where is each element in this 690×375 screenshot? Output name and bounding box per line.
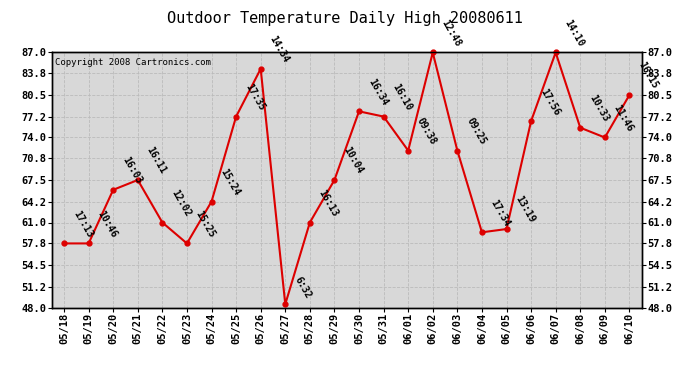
Text: 15:24: 15:24 — [219, 167, 241, 197]
Text: 09:38: 09:38 — [415, 116, 438, 146]
Text: 10:33: 10:33 — [587, 93, 611, 123]
Text: 16:03: 16:03 — [120, 155, 144, 186]
Text: 16:11: 16:11 — [145, 146, 168, 176]
Text: 13:19: 13:19 — [513, 194, 537, 225]
Text: 6:32: 6:32 — [293, 275, 313, 300]
Text: 16:15: 16:15 — [636, 60, 660, 91]
Text: 17:13: 17:13 — [71, 209, 95, 239]
Text: 14:10: 14:10 — [562, 18, 586, 48]
Text: 10:46: 10:46 — [96, 209, 119, 239]
Text: 12:48: 12:48 — [440, 18, 463, 48]
Text: 16:34: 16:34 — [366, 77, 389, 107]
Text: 17:34: 17:34 — [489, 198, 512, 228]
Text: 16:10: 16:10 — [391, 82, 414, 112]
Text: 11:46: 11:46 — [612, 103, 635, 134]
Text: 09:25: 09:25 — [464, 116, 488, 146]
Text: 17:35: 17:35 — [243, 82, 266, 112]
Text: 17:56: 17:56 — [538, 87, 562, 117]
Text: Copyright 2008 Cartronics.com: Copyright 2008 Cartronics.com — [55, 58, 210, 67]
Text: 10:04: 10:04 — [342, 146, 365, 176]
Text: 16:13: 16:13 — [317, 188, 340, 218]
Text: 14:34: 14:34 — [268, 34, 291, 64]
Text: 12:02: 12:02 — [169, 188, 193, 218]
Text: 15:25: 15:25 — [194, 209, 217, 239]
Text: Outdoor Temperature Daily High 20080611: Outdoor Temperature Daily High 20080611 — [167, 11, 523, 26]
